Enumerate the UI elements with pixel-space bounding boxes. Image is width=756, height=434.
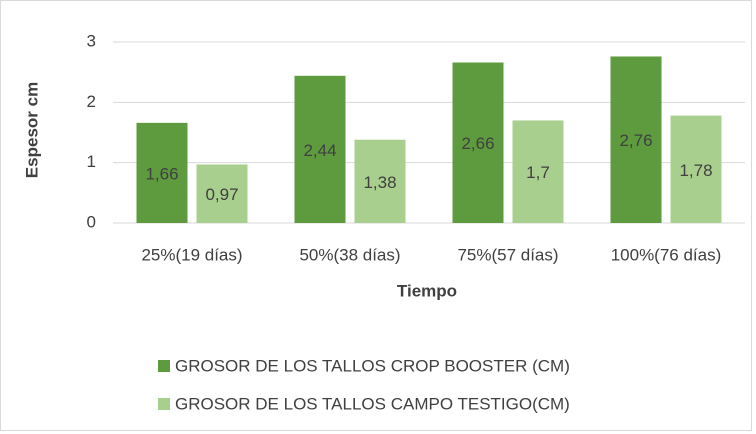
bar	[354, 139, 406, 223]
x-axis-title: Tiempo	[397, 281, 457, 300]
data-label: 2,66	[461, 134, 494, 153]
y-axis-title: Espesor cm	[22, 82, 41, 178]
data-label: 1,7	[526, 163, 550, 182]
y-tick-label: 0	[87, 212, 96, 231]
data-label: 2,76	[619, 131, 652, 150]
bar	[196, 164, 248, 223]
legend-label: GROSOR DE LOS TALLOS CAMPO TESTIGO(CM)	[175, 394, 570, 413]
bar	[294, 75, 346, 223]
x-tick-label: 75%(57 días)	[457, 245, 558, 264]
bar	[610, 56, 662, 224]
x-tick-label: 100%(76 días)	[611, 245, 722, 264]
data-label: 2,44	[303, 141, 336, 160]
x-tick-label: 50%(38 días)	[299, 245, 400, 264]
data-label: 1,78	[679, 161, 712, 180]
bar	[670, 115, 722, 223]
legend-swatch	[158, 398, 170, 410]
y-tick-label: 2	[87, 92, 96, 111]
bar	[136, 122, 188, 223]
data-label: 1,38	[363, 173, 396, 192]
data-label: 1,66	[145, 164, 178, 183]
x-tick-label: 25%(19 días)	[141, 245, 242, 264]
legend-swatch	[158, 360, 170, 372]
y-tick-label: 3	[87, 31, 96, 50]
bar	[512, 120, 564, 223]
legend-label: GROSOR DE LOS TALLOS CROP BOOSTER (CM)	[175, 356, 570, 375]
y-tick-label: 1	[87, 152, 96, 171]
bar	[452, 62, 504, 223]
data-label: 0,97	[205, 185, 238, 204]
